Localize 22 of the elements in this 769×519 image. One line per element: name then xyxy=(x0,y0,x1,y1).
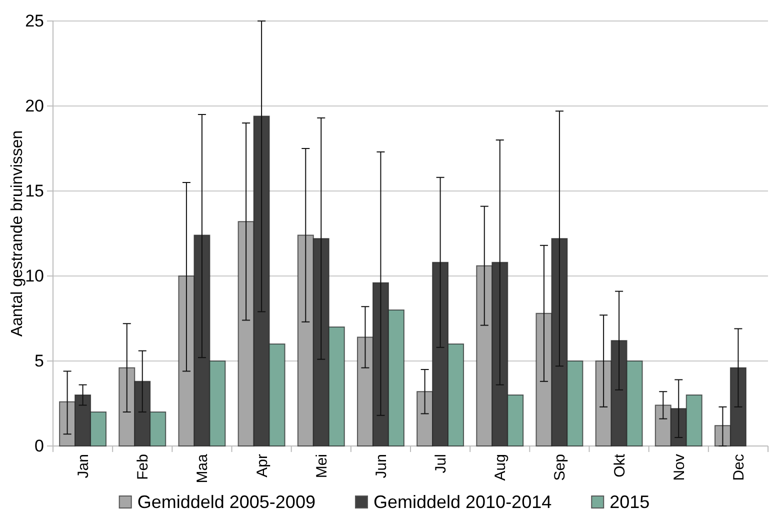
legend-label: Gemiddeld 2010-2014 xyxy=(373,492,552,512)
x-tick-label: Jul xyxy=(432,454,450,474)
x-tick-label: Aug xyxy=(492,454,510,481)
y-tick-label: 0 xyxy=(34,436,44,456)
y-tick-label: 20 xyxy=(25,96,44,116)
x-tick-label: Jun xyxy=(372,454,390,478)
y-axis-title: Aantal gestrande bruinvissen xyxy=(9,130,26,337)
x-tick-label: Maa xyxy=(194,453,212,484)
x-tick-label: Apr xyxy=(254,454,271,478)
x-tick-label: Okt xyxy=(611,453,628,478)
y-tick-label: 15 xyxy=(25,181,44,200)
legend-label: Gemiddeld 2005-2009 xyxy=(137,492,316,512)
y-tick-label: 5 xyxy=(34,351,44,370)
y-tick-label: 25 xyxy=(25,11,44,30)
legend-label: 2015 xyxy=(610,492,650,512)
x-tick-label: Dec xyxy=(730,454,748,481)
x-tick-label: Mei xyxy=(313,454,330,478)
y-tick-label: 10 xyxy=(25,266,44,286)
x-tick-label: Nov xyxy=(670,454,688,481)
x-tick-label: Sep xyxy=(552,454,569,481)
x-tick-label: Jan xyxy=(75,454,92,478)
x-tick-label: Feb xyxy=(134,454,152,480)
